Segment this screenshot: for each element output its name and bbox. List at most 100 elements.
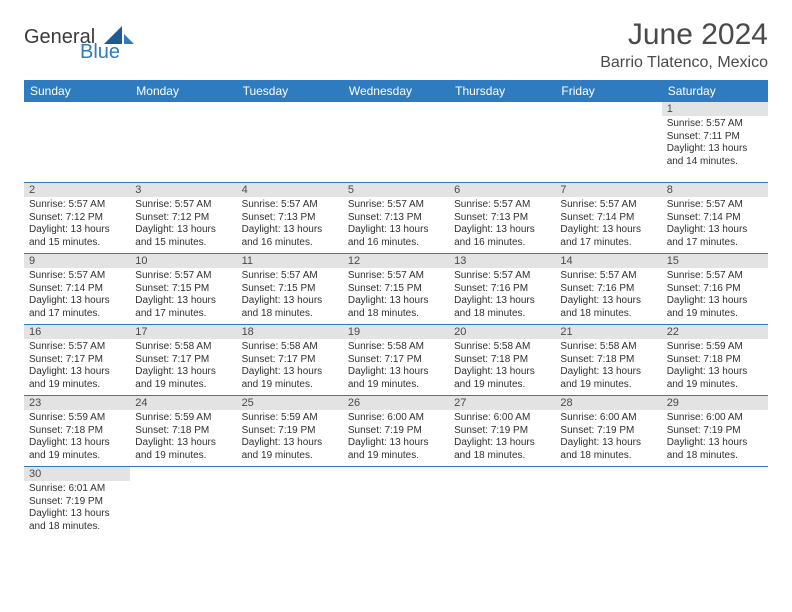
day-number: 14 [555, 254, 661, 268]
day-number: 13 [449, 254, 555, 268]
calendar-cell: 23Sunrise: 5:59 AMSunset: 7:18 PMDayligh… [24, 396, 130, 467]
day-detail: Sunrise: 5:57 AMSunset: 7:11 PMDaylight:… [662, 116, 768, 172]
daylight-line: Daylight: 13 hours and 19 minutes. [667, 366, 763, 391]
sunrise-line: Sunrise: 6:00 AM [560, 412, 656, 425]
daylight-line: Daylight: 13 hours and 19 minutes. [29, 366, 125, 391]
calendar-cell: 15Sunrise: 5:57 AMSunset: 7:16 PMDayligh… [662, 254, 768, 325]
sunrise-line: Sunrise: 5:57 AM [667, 199, 763, 212]
logo-word-blue: Blue [80, 43, 120, 61]
day-detail: Sunrise: 5:57 AMSunset: 7:15 PMDaylight:… [130, 268, 236, 324]
day-detail: Sunrise: 5:57 AMSunset: 7:17 PMDaylight:… [24, 339, 130, 395]
calendar-row: 30Sunrise: 6:01 AMSunset: 7:19 PMDayligh… [24, 467, 768, 548]
calendar-cell: 14Sunrise: 5:57 AMSunset: 7:16 PMDayligh… [555, 254, 661, 325]
sunset-line: Sunset: 7:14 PM [667, 212, 763, 225]
day-number: 27 [449, 396, 555, 410]
weekday-header-row: Sunday Monday Tuesday Wednesday Thursday… [24, 80, 768, 102]
sunrise-line: Sunrise: 6:00 AM [454, 412, 550, 425]
sunrise-line: Sunrise: 6:00 AM [667, 412, 763, 425]
day-detail: Sunrise: 5:57 AMSunset: 7:16 PMDaylight:… [662, 268, 768, 324]
sunset-line: Sunset: 7:19 PM [667, 425, 763, 438]
sunrise-line: Sunrise: 5:57 AM [560, 270, 656, 283]
calendar-cell-empty [24, 102, 130, 183]
sunrise-line: Sunrise: 5:57 AM [348, 199, 444, 212]
daylight-line: Daylight: 13 hours and 18 minutes. [29, 508, 125, 533]
day-detail: Sunrise: 5:59 AMSunset: 7:19 PMDaylight:… [237, 410, 343, 466]
calendar-cell: 17Sunrise: 5:58 AMSunset: 7:17 PMDayligh… [130, 325, 236, 396]
daylight-line: Daylight: 13 hours and 19 minutes. [242, 366, 338, 391]
header: General Blue June 2024 Barrio Tlatenco, … [24, 18, 768, 72]
location-label: Barrio Tlatenco, Mexico [600, 54, 768, 72]
sunrise-line: Sunrise: 5:57 AM [29, 270, 125, 283]
day-detail: Sunrise: 5:57 AMSunset: 7:15 PMDaylight:… [343, 268, 449, 324]
sunset-line: Sunset: 7:16 PM [667, 283, 763, 296]
calendar-cell-empty [662, 467, 768, 548]
calendar-cell: 6Sunrise: 5:57 AMSunset: 7:13 PMDaylight… [449, 183, 555, 254]
day-number: 20 [449, 325, 555, 339]
sunrise-line: Sunrise: 5:57 AM [667, 118, 763, 131]
day-detail: Sunrise: 5:58 AMSunset: 7:18 PMDaylight:… [555, 339, 661, 395]
day-number: 3 [130, 183, 236, 197]
day-number: 19 [343, 325, 449, 339]
calendar-cell: 21Sunrise: 5:58 AMSunset: 7:18 PMDayligh… [555, 325, 661, 396]
daylight-line: Daylight: 13 hours and 19 minutes. [348, 366, 444, 391]
calendar-row: 23Sunrise: 5:59 AMSunset: 7:18 PMDayligh… [24, 396, 768, 467]
calendar-cell: 25Sunrise: 5:59 AMSunset: 7:19 PMDayligh… [237, 396, 343, 467]
weekday-saturday: Saturday [662, 80, 768, 102]
day-detail: Sunrise: 5:57 AMSunset: 7:14 PMDaylight:… [662, 197, 768, 253]
sunset-line: Sunset: 7:17 PM [348, 354, 444, 367]
sunrise-line: Sunrise: 6:01 AM [29, 483, 125, 496]
calendar-cell: 18Sunrise: 5:58 AMSunset: 7:17 PMDayligh… [237, 325, 343, 396]
day-number: 8 [662, 183, 768, 197]
calendar-cell-empty [555, 102, 661, 183]
day-number: 28 [555, 396, 661, 410]
daylight-line: Daylight: 13 hours and 19 minutes. [454, 366, 550, 391]
calendar-cell-empty [130, 102, 236, 183]
calendar-cell: 11Sunrise: 5:57 AMSunset: 7:15 PMDayligh… [237, 254, 343, 325]
day-detail: Sunrise: 6:00 AMSunset: 7:19 PMDaylight:… [343, 410, 449, 466]
day-detail: Sunrise: 5:57 AMSunset: 7:16 PMDaylight:… [449, 268, 555, 324]
sunrise-line: Sunrise: 6:00 AM [348, 412, 444, 425]
sunset-line: Sunset: 7:13 PM [242, 212, 338, 225]
day-number: 25 [237, 396, 343, 410]
calendar-cell: 29 Sunrise: 6:00 AMSunset: 7:19 PMDayligh… [662, 396, 768, 467]
sunset-line: Sunset: 7:13 PM [454, 212, 550, 225]
calendar-cell: 16Sunrise: 5:57 AMSunset: 7:17 PMDayligh… [24, 325, 130, 396]
calendar-cell: 26Sunrise: 6:00 AMSunset: 7:19 PMDayligh… [343, 396, 449, 467]
sunset-line: Sunset: 7:16 PM [560, 283, 656, 296]
sunset-line: Sunset: 7:19 PM [348, 425, 444, 438]
weekday-tuesday: Tuesday [237, 80, 343, 102]
weekday-monday: Monday [130, 80, 236, 102]
sunset-line: Sunset: 7:11 PM [667, 131, 763, 144]
sunrise-line: Sunrise: 5:59 AM [135, 412, 231, 425]
day-number: 11 [237, 254, 343, 268]
sunset-line: Sunset: 7:12 PM [135, 212, 231, 225]
calendar-cell: 24Sunrise: 5:59 AMSunset: 7:18 PMDayligh… [130, 396, 236, 467]
sunset-line: Sunset: 7:19 PM [242, 425, 338, 438]
daylight-line: Daylight: 13 hours and 16 minutes. [454, 224, 550, 249]
daylight-line: Daylight: 13 hours and 18 minutes. [667, 437, 763, 462]
calendar-cell: 5Sunrise: 5:57 AMSunset: 7:13 PMDaylight… [343, 183, 449, 254]
sunrise-line: Sunrise: 5:57 AM [29, 341, 125, 354]
daylight-line: Daylight: 13 hours and 14 minutes. [667, 143, 763, 168]
daylight-line: Daylight: 13 hours and 18 minutes. [454, 295, 550, 320]
day-detail: Sunrise: 5:57 AMSunset: 7:12 PMDaylight:… [24, 197, 130, 253]
calendar-row: 2Sunrise: 5:57 AMSunset: 7:12 PMDaylight… [24, 183, 768, 254]
calendar-cell: 20Sunrise: 5:58 AMSunset: 7:18 PMDayligh… [449, 325, 555, 396]
sunset-line: Sunset: 7:17 PM [242, 354, 338, 367]
daylight-line: Daylight: 13 hours and 19 minutes. [135, 437, 231, 462]
day-number: 17 [130, 325, 236, 339]
logo-text: General Blue [24, 28, 120, 62]
calendar-cell: 8Sunrise: 5:57 AMSunset: 7:14 PMDaylight… [662, 183, 768, 254]
weekday-sunday: Sunday [24, 80, 130, 102]
daylight-line: Daylight: 13 hours and 19 minutes. [667, 295, 763, 320]
day-number: 29 [662, 396, 768, 410]
sunrise-line: Sunrise: 5:58 AM [348, 341, 444, 354]
sunset-line: Sunset: 7:13 PM [348, 212, 444, 225]
daylight-line: Daylight: 13 hours and 15 minutes. [135, 224, 231, 249]
day-number: 4 [237, 183, 343, 197]
day-detail: Sunrise: 5:58 AMSunset: 7:18 PMDaylight:… [449, 339, 555, 395]
sunset-line: Sunset: 7:14 PM [560, 212, 656, 225]
sunrise-line: Sunrise: 5:57 AM [135, 199, 231, 212]
day-number: 6 [449, 183, 555, 197]
day-number: 21 [555, 325, 661, 339]
